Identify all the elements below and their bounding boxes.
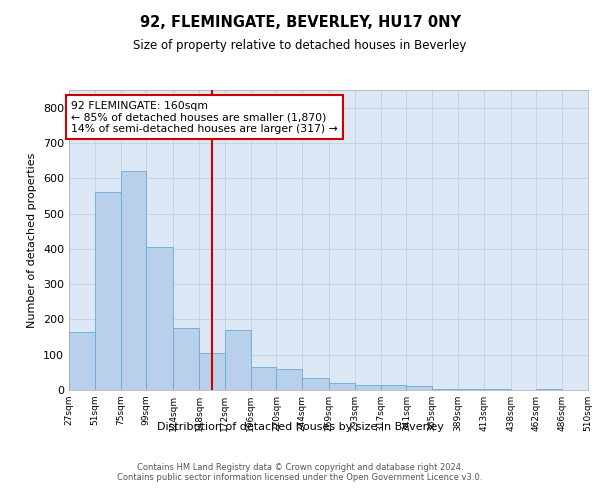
Text: 92 FLEMINGATE: 160sqm
← 85% of detached houses are smaller (1,870)
14% of semi-d: 92 FLEMINGATE: 160sqm ← 85% of detached … bbox=[71, 100, 338, 134]
Text: Size of property relative to detached houses in Beverley: Size of property relative to detached ho… bbox=[133, 40, 467, 52]
Y-axis label: Number of detached properties: Number of detached properties bbox=[28, 152, 37, 328]
Bar bbox=[458, 389, 484, 390]
Bar bbox=[199, 353, 225, 390]
Bar bbox=[146, 247, 173, 390]
Bar bbox=[355, 384, 380, 390]
Bar bbox=[121, 171, 146, 390]
Bar bbox=[225, 330, 251, 390]
Bar bbox=[277, 369, 302, 390]
Bar bbox=[251, 367, 277, 390]
Bar bbox=[329, 383, 355, 390]
Bar bbox=[173, 328, 199, 390]
Bar bbox=[380, 384, 406, 390]
Bar bbox=[95, 192, 121, 390]
Bar bbox=[302, 378, 329, 390]
Bar bbox=[432, 389, 458, 390]
Text: Contains HM Land Registry data © Crown copyright and database right 2024.
Contai: Contains HM Land Registry data © Crown c… bbox=[118, 463, 482, 482]
Text: 92, FLEMINGATE, BEVERLEY, HU17 0NY: 92, FLEMINGATE, BEVERLEY, HU17 0NY bbox=[139, 15, 461, 30]
Text: Distribution of detached houses by size in Beverley: Distribution of detached houses by size … bbox=[157, 422, 443, 432]
Bar bbox=[69, 332, 95, 390]
Bar bbox=[406, 386, 432, 390]
